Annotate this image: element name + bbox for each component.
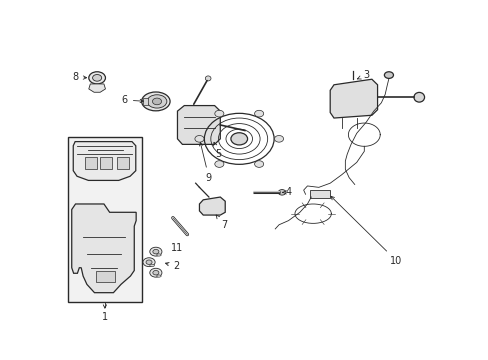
Circle shape bbox=[153, 249, 159, 254]
Text: 5: 5 bbox=[213, 142, 221, 159]
Circle shape bbox=[142, 258, 155, 267]
Text: 4: 4 bbox=[282, 187, 291, 197]
Bar bbox=[84, 157, 97, 169]
Polygon shape bbox=[89, 84, 105, 92]
Circle shape bbox=[195, 135, 203, 142]
Text: 8: 8 bbox=[72, 72, 86, 82]
Text: 11: 11 bbox=[170, 243, 183, 253]
Circle shape bbox=[92, 75, 102, 81]
Circle shape bbox=[274, 135, 283, 142]
Circle shape bbox=[146, 260, 152, 264]
Polygon shape bbox=[72, 204, 136, 293]
Circle shape bbox=[149, 247, 162, 256]
Polygon shape bbox=[177, 105, 220, 144]
Text: 3: 3 bbox=[357, 70, 368, 80]
Circle shape bbox=[254, 110, 263, 117]
Polygon shape bbox=[329, 79, 377, 118]
Circle shape bbox=[384, 72, 393, 78]
Text: 1: 1 bbox=[102, 312, 108, 322]
Circle shape bbox=[254, 161, 263, 167]
Circle shape bbox=[214, 161, 224, 167]
Bar bbox=[68, 138, 142, 302]
Bar bbox=[117, 157, 129, 169]
Ellipse shape bbox=[142, 92, 170, 111]
Bar bbox=[100, 157, 112, 169]
Polygon shape bbox=[73, 141, 136, 180]
Bar bbox=[143, 98, 147, 105]
Circle shape bbox=[153, 270, 159, 275]
Bar bbox=[96, 270, 115, 282]
FancyBboxPatch shape bbox=[310, 190, 329, 198]
Circle shape bbox=[149, 268, 162, 277]
Text: 2: 2 bbox=[165, 261, 180, 271]
Polygon shape bbox=[199, 197, 225, 215]
Circle shape bbox=[214, 110, 224, 117]
Text: 6: 6 bbox=[122, 95, 143, 105]
Circle shape bbox=[230, 133, 247, 145]
Circle shape bbox=[152, 98, 161, 105]
Ellipse shape bbox=[147, 95, 166, 108]
Text: 7: 7 bbox=[216, 215, 227, 230]
Circle shape bbox=[278, 190, 285, 195]
Ellipse shape bbox=[156, 254, 161, 256]
Text: 10: 10 bbox=[330, 196, 402, 266]
Circle shape bbox=[89, 72, 105, 84]
Ellipse shape bbox=[149, 264, 154, 267]
Text: 9: 9 bbox=[199, 143, 212, 183]
Ellipse shape bbox=[156, 275, 161, 277]
Ellipse shape bbox=[205, 76, 211, 81]
Ellipse shape bbox=[413, 93, 424, 102]
